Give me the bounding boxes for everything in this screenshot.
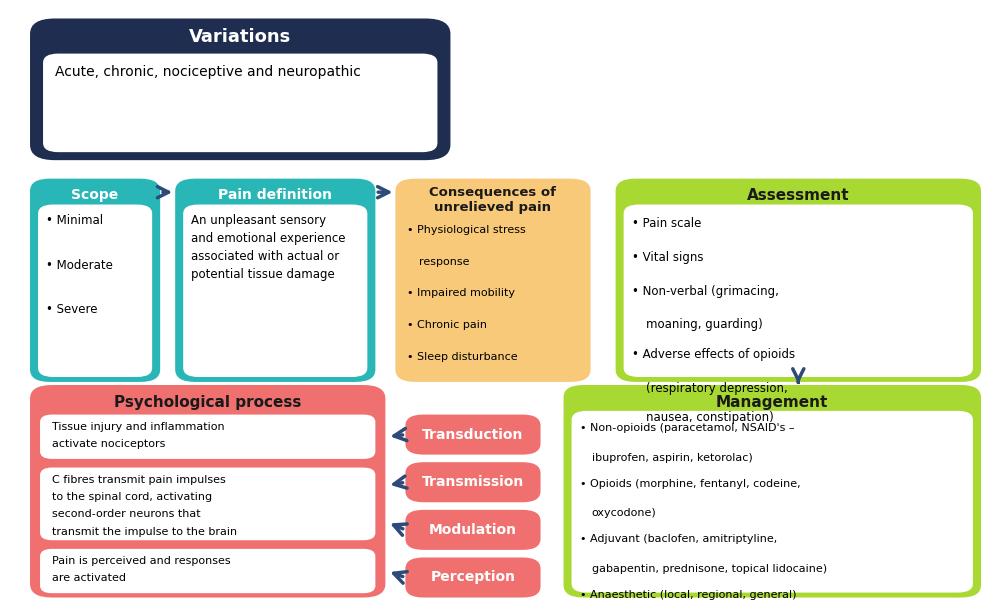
FancyBboxPatch shape — [40, 468, 375, 540]
Text: response: response — [419, 257, 469, 267]
FancyBboxPatch shape — [38, 205, 152, 377]
FancyBboxPatch shape — [175, 179, 375, 382]
Text: transmit the impulse to the brain: transmit the impulse to the brain — [52, 527, 237, 537]
FancyBboxPatch shape — [564, 385, 981, 598]
Text: • Adverse effects of opioids: • Adverse effects of opioids — [632, 348, 795, 361]
Text: • Non-opioids (paracetamol, NSAID's –: • Non-opioids (paracetamol, NSAID's – — [580, 423, 794, 433]
FancyBboxPatch shape — [30, 385, 385, 598]
FancyBboxPatch shape — [183, 205, 367, 377]
Text: • Vital signs: • Vital signs — [632, 251, 703, 264]
FancyBboxPatch shape — [405, 557, 541, 598]
Text: ibuprofen, aspirin, ketorolac): ibuprofen, aspirin, ketorolac) — [592, 453, 753, 463]
Text: • Chronic pain: • Chronic pain — [407, 320, 487, 330]
Text: Pain is perceived and responses: Pain is perceived and responses — [52, 556, 230, 566]
Text: Transmission: Transmission — [421, 475, 525, 489]
Text: • Pain scale: • Pain scale — [632, 217, 701, 230]
Text: moaning, guarding): moaning, guarding) — [646, 318, 763, 331]
FancyBboxPatch shape — [624, 205, 973, 377]
FancyBboxPatch shape — [30, 18, 450, 160]
Text: Pain definition: Pain definition — [218, 188, 332, 203]
Text: are activated: are activated — [52, 573, 126, 583]
FancyBboxPatch shape — [572, 411, 973, 593]
Text: activate nociceptors: activate nociceptors — [52, 439, 165, 449]
Text: (respiratory depression,: (respiratory depression, — [646, 382, 788, 395]
Text: oxycodone): oxycodone) — [592, 508, 657, 518]
Text: • Non-verbal (grimacing,: • Non-verbal (grimacing, — [632, 285, 779, 298]
FancyBboxPatch shape — [405, 462, 541, 502]
Text: Tissue injury and inflammation: Tissue injury and inflammation — [52, 422, 224, 432]
Text: second-order neurons that: second-order neurons that — [52, 509, 200, 519]
Text: Psychological process: Psychological process — [114, 395, 301, 410]
Text: • Anaesthetic (local, regional, general): • Anaesthetic (local, regional, general) — [580, 590, 796, 599]
FancyBboxPatch shape — [30, 179, 160, 382]
FancyBboxPatch shape — [405, 415, 541, 455]
Text: • Moderate: • Moderate — [46, 259, 113, 272]
Text: to the spinal cord, activating: to the spinal cord, activating — [52, 492, 212, 502]
FancyBboxPatch shape — [40, 415, 375, 459]
FancyBboxPatch shape — [43, 54, 437, 152]
Text: Perception: Perception — [430, 570, 516, 585]
Text: Transduction: Transduction — [422, 428, 524, 442]
FancyBboxPatch shape — [40, 549, 375, 593]
Text: Management: Management — [716, 395, 829, 410]
Text: • Adjuvant (baclofen, amitriptyline,: • Adjuvant (baclofen, amitriptyline, — [580, 534, 777, 544]
Text: • Severe: • Severe — [46, 303, 97, 316]
Text: Consequences of
unrelieved pain: Consequences of unrelieved pain — [429, 186, 557, 214]
Text: nausea, constipation): nausea, constipation) — [646, 411, 774, 424]
Text: • Opioids (morphine, fentanyl, codeine,: • Opioids (morphine, fentanyl, codeine, — [580, 479, 800, 488]
FancyBboxPatch shape — [405, 510, 541, 550]
Text: Modulation: Modulation — [429, 523, 517, 537]
Text: • Sleep disturbance: • Sleep disturbance — [407, 352, 519, 362]
FancyBboxPatch shape — [616, 179, 981, 382]
FancyBboxPatch shape — [395, 179, 591, 382]
Text: Variations: Variations — [189, 28, 291, 46]
Text: • Minimal: • Minimal — [46, 214, 103, 227]
Text: Scope: Scope — [71, 188, 119, 203]
Text: An unpleasant sensory
and emotional experience
associated with actual or
potenti: An unpleasant sensory and emotional expe… — [191, 214, 345, 282]
Text: • Physiological stress: • Physiological stress — [407, 225, 527, 235]
Text: Acute, chronic, nociceptive and neuropathic: Acute, chronic, nociceptive and neuropat… — [55, 65, 361, 79]
Text: C fibres transmit pain impulses: C fibres transmit pain impulses — [52, 475, 226, 485]
Text: gabapentin, prednisone, topical lidocaine): gabapentin, prednisone, topical lidocain… — [592, 564, 827, 573]
Text: Assessment: Assessment — [747, 188, 850, 203]
Text: • Impaired mobility: • Impaired mobility — [407, 288, 516, 298]
